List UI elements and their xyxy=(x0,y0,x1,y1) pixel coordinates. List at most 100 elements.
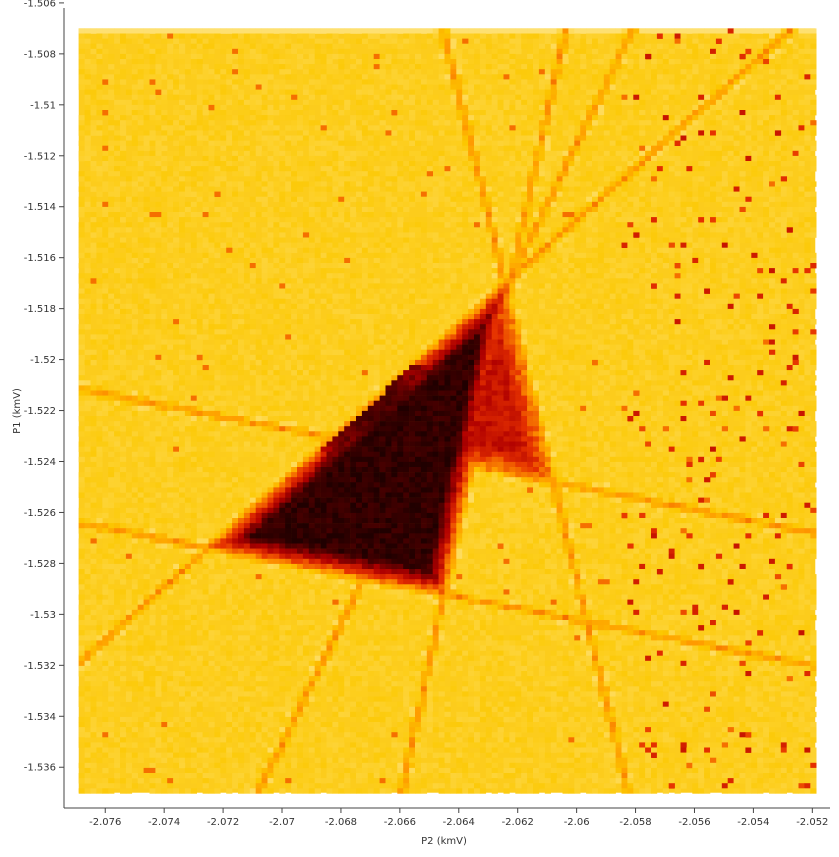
heatmap-cell xyxy=(574,115,581,121)
heatmap-cell xyxy=(338,135,345,141)
heatmap-cell xyxy=(550,38,557,44)
heatmap-cell xyxy=(273,130,280,136)
heatmap-cell xyxy=(326,110,333,116)
heatmap-cell xyxy=(662,191,669,197)
heatmap-cell xyxy=(556,181,563,187)
heatmap-cell xyxy=(344,130,351,136)
heatmap-cell xyxy=(297,257,304,264)
heatmap-cell xyxy=(249,140,256,146)
heatmap-cell xyxy=(698,161,705,167)
heatmap-cell xyxy=(668,53,675,60)
heatmap-cell xyxy=(656,53,664,60)
heatmap-cell xyxy=(609,273,616,279)
heatmap-cell xyxy=(391,38,398,44)
heatmap-cell xyxy=(704,222,711,228)
heatmap-cell xyxy=(444,38,451,44)
heatmap-cell xyxy=(474,43,481,50)
heatmap-cell xyxy=(639,94,646,101)
heatmap-cell xyxy=(609,33,616,39)
heatmap-cell xyxy=(403,53,410,60)
heatmap-cell xyxy=(456,28,463,34)
heatmap-cell xyxy=(356,201,363,208)
heatmap-cell xyxy=(373,273,380,279)
heatmap-cell xyxy=(562,217,569,223)
heatmap-cell xyxy=(279,278,286,284)
heatmap-cell xyxy=(609,53,616,60)
heatmap-cell xyxy=(533,38,540,44)
heatmap-cell xyxy=(639,120,646,126)
heatmap-cell xyxy=(179,212,186,218)
heatmap-cell xyxy=(503,161,510,167)
heatmap-cell xyxy=(238,150,245,157)
heatmap-cell xyxy=(763,186,770,192)
heatmap-cell xyxy=(739,64,746,70)
heatmap-cell xyxy=(450,130,457,136)
heatmap-cell xyxy=(733,104,740,111)
heatmap-cell xyxy=(745,125,752,131)
heatmap-cell xyxy=(521,171,528,177)
heatmap-cell xyxy=(173,155,180,162)
heatmap-cell xyxy=(704,48,711,55)
heatmap-cell xyxy=(102,130,109,136)
heatmap-cell xyxy=(202,247,209,254)
heatmap-cell xyxy=(385,171,392,177)
heatmap-cell xyxy=(420,64,428,70)
heatmap-cell xyxy=(491,53,498,60)
heatmap-cell xyxy=(721,53,728,60)
heatmap-cell xyxy=(621,196,628,203)
heatmap-cell xyxy=(462,171,469,177)
heatmap-cell xyxy=(184,257,192,264)
heatmap-cell xyxy=(798,120,805,126)
heatmap-cell xyxy=(415,140,422,146)
heatmap-cell xyxy=(308,28,315,34)
heatmap-cell xyxy=(710,237,717,243)
heatmap-cell xyxy=(503,206,510,213)
heatmap-cell xyxy=(338,181,345,187)
heatmap-cell xyxy=(704,181,711,187)
heatmap-cell xyxy=(409,33,416,39)
heatmap-cell xyxy=(273,69,280,75)
heatmap-cell xyxy=(84,43,91,50)
heatmap-cell xyxy=(361,28,369,34)
heatmap-cell xyxy=(656,181,664,187)
heatmap-cell xyxy=(114,181,121,187)
heatmap-cell xyxy=(633,196,640,203)
heatmap-cell xyxy=(538,33,546,39)
heatmap-cell xyxy=(727,150,734,157)
heatmap-cell xyxy=(78,237,85,243)
heatmap-cell xyxy=(739,28,746,34)
heatmap-cell xyxy=(721,247,728,254)
heatmap-cell xyxy=(220,232,227,238)
heatmap-cell xyxy=(114,222,121,228)
heatmap-cell xyxy=(350,232,357,238)
heatmap-cell xyxy=(574,191,581,197)
heatmap-cell xyxy=(544,201,551,208)
heatmap-cell xyxy=(226,206,233,213)
heatmap-cell xyxy=(609,257,616,264)
heatmap-cell xyxy=(426,115,433,121)
heatmap-cell xyxy=(727,191,734,197)
heatmap-cell xyxy=(297,130,304,136)
heatmap-cell xyxy=(196,43,203,50)
heatmap-cell xyxy=(710,145,717,152)
heatmap-cell xyxy=(474,257,481,264)
heatmap-cell xyxy=(786,59,793,65)
heatmap-cell xyxy=(668,135,675,141)
heatmap-cell xyxy=(503,74,510,80)
heatmap-cell xyxy=(674,176,681,182)
heatmap-cell xyxy=(586,33,593,39)
heatmap-cell xyxy=(149,115,156,121)
heatmap-cell xyxy=(379,38,386,44)
heatmap-cell xyxy=(78,171,85,177)
heatmap-cell xyxy=(308,206,315,213)
heatmap-cell xyxy=(379,140,386,146)
heatmap-cell xyxy=(462,79,469,85)
heatmap-cell xyxy=(238,99,245,106)
heatmap-cell xyxy=(603,84,610,90)
heatmap-cell xyxy=(698,196,705,203)
heatmap-cell xyxy=(692,120,699,126)
heatmap-cell xyxy=(385,84,392,90)
heatmap-cell xyxy=(96,191,103,197)
heatmap-cell xyxy=(680,201,687,208)
heatmap-cell xyxy=(615,171,622,177)
